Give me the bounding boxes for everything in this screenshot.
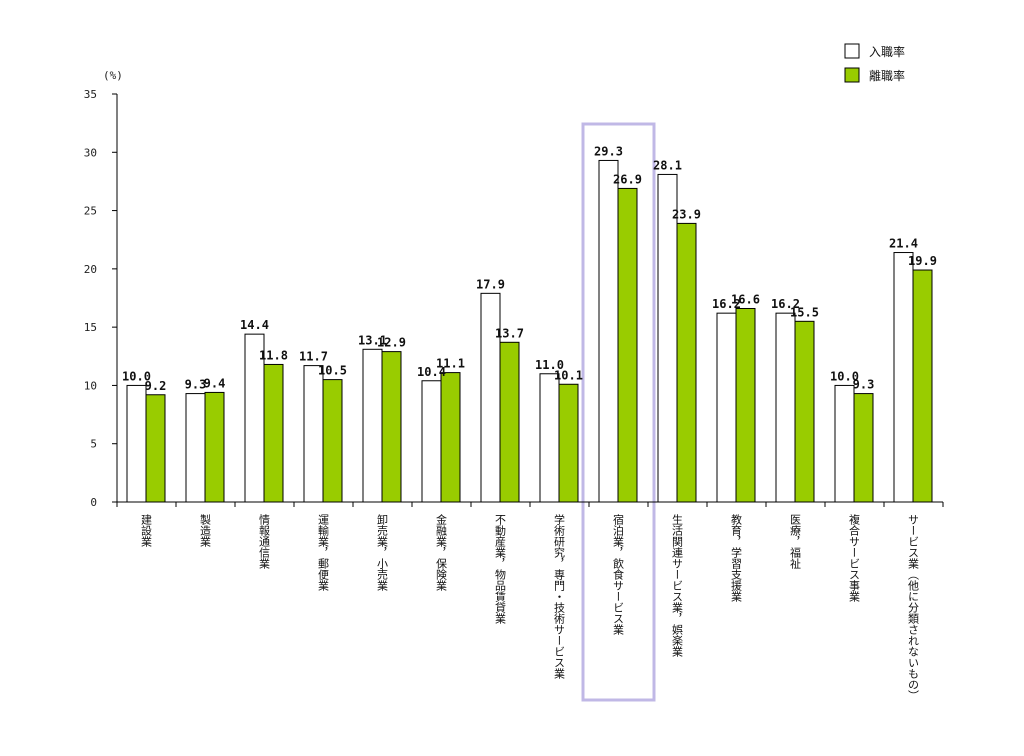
data-label-separation-rate: 13.7 xyxy=(495,326,524,340)
category-label: サービス業（他に分類されないもの） xyxy=(907,514,920,701)
bar-separation-rate xyxy=(145,394,166,503)
bar-separation-rate xyxy=(499,341,520,503)
category-label: 宿泊業，飲食サービス業 xyxy=(612,513,625,635)
bar-hiring-rate xyxy=(716,312,737,503)
data-label-hiring-rate: 11.7 xyxy=(299,350,328,364)
category-label: 運輸業，郵便業 xyxy=(317,514,330,591)
bar-hiring-rate xyxy=(539,373,560,503)
data-label-hiring-rate: 28.1 xyxy=(653,158,682,172)
bar-hiring-rate xyxy=(775,312,796,503)
category-label: 卸売業，小売業 xyxy=(376,513,389,591)
data-label-hiring-rate: 29.3 xyxy=(594,144,623,158)
data-label-separation-rate: 23.9 xyxy=(672,207,701,221)
data-label-hiring-rate: 10.0 xyxy=(122,369,151,383)
legend-swatch xyxy=(844,67,860,83)
data-label-hiring-rate: 9.3 xyxy=(185,378,207,392)
category-label: 建設業 xyxy=(140,513,153,547)
bar-separation-rate xyxy=(617,187,638,503)
y-tick-label: 20 xyxy=(84,263,97,276)
legend-label: 入職率 xyxy=(869,44,905,59)
y-tick-label: 25 xyxy=(84,205,97,218)
category-label: 金融業，保険業 xyxy=(435,513,448,591)
data-label-separation-rate: 16.6 xyxy=(731,292,760,306)
bar-hiring-rate xyxy=(657,173,678,503)
y-tick-label: 5 xyxy=(90,438,97,451)
legend-label: 離職率 xyxy=(869,68,905,83)
category-label: 教育，学習支援業 xyxy=(730,514,743,602)
bar-hiring-rate xyxy=(185,393,206,503)
bar-hiring-rate xyxy=(893,252,914,503)
data-label-separation-rate: 9.2 xyxy=(145,379,167,393)
bar-separation-rate xyxy=(676,222,697,503)
data-label-hiring-rate: 13.1 xyxy=(358,333,387,347)
data-label-hiring-rate: 10.0 xyxy=(830,369,859,383)
category-label: 製造業 xyxy=(199,513,212,547)
data-label-hiring-rate: 16.2 xyxy=(771,297,800,311)
bar-separation-rate xyxy=(912,269,933,503)
data-label-separation-rate: 26.9 xyxy=(613,172,642,186)
highlight-box xyxy=(581,122,656,702)
bar-separation-rate xyxy=(322,379,343,503)
y-axis-unit-label: (%) xyxy=(103,69,123,82)
bar-hiring-rate xyxy=(421,380,442,503)
y-tick-label: 30 xyxy=(84,146,97,159)
data-label-hiring-rate: 10.4 xyxy=(417,365,446,379)
category-label: 学術研究，専門・技術サービス業 xyxy=(553,513,566,679)
bar-hiring-rate xyxy=(834,384,855,503)
bars xyxy=(126,159,933,503)
data-label-separation-rate: 10.5 xyxy=(318,364,347,378)
category-label: 生活関連サービス業，娯楽業 xyxy=(671,513,684,657)
category-label: 情報通信業 xyxy=(258,514,271,569)
bar-hiring-rate xyxy=(480,292,501,503)
data-label-separation-rate: 9.4 xyxy=(204,376,226,390)
y-tick-label: 0 xyxy=(90,496,97,509)
y-tick-label: 15 xyxy=(84,321,97,334)
bar-separation-rate xyxy=(558,383,579,503)
data-label-separation-rate: 11.8 xyxy=(259,348,288,362)
data-label-separation-rate: 12.9 xyxy=(377,336,406,350)
bar-separation-rate xyxy=(204,391,225,503)
bar-separation-rate xyxy=(735,307,756,503)
bar-hiring-rate xyxy=(126,384,147,503)
data-label-separation-rate: 19.9 xyxy=(908,254,937,268)
data-label-hiring-rate: 14.4 xyxy=(240,318,269,332)
category-labels: 建設業 製造業 情報通信業 運輸業，郵便業 卸売業，小売業 金融業，保険業 不動産業，物品賃… xyxy=(140,513,920,701)
bar-hiring-rate xyxy=(598,159,619,503)
bar-separation-rate xyxy=(794,320,815,503)
bar-hiring-rate xyxy=(303,365,324,503)
data-label-hiring-rate: 11.0 xyxy=(535,358,564,372)
data-label-hiring-rate: 16.2 xyxy=(712,297,741,311)
data-label-separation-rate: 15.5 xyxy=(790,305,819,319)
y-tick-label: 10 xyxy=(84,379,97,392)
category-label: 複合サービス事業 xyxy=(848,513,861,602)
data-label-separation-rate: 9.3 xyxy=(853,378,875,392)
bar-separation-rate xyxy=(263,363,284,503)
bar-hiring-rate xyxy=(362,348,383,503)
y-tick-label: 35 xyxy=(84,88,97,101)
bar-separation-rate xyxy=(440,372,461,503)
legend-swatch xyxy=(844,43,860,59)
data-label-separation-rate: 11.1 xyxy=(436,357,465,371)
data-label-separation-rate: 10.1 xyxy=(554,368,583,382)
data-label-hiring-rate: 21.4 xyxy=(889,237,918,251)
value-labels: 10.09.2 9.39.414.411.8 11.710.513.112.910.… xyxy=(122,144,937,392)
category-label: 医療，福祉 xyxy=(789,514,802,570)
data-label-hiring-rate: 17.9 xyxy=(476,277,505,291)
category-label: 不動産業，物品賃貸業 xyxy=(494,514,507,624)
bar-separation-rate xyxy=(853,393,874,503)
bar-separation-rate xyxy=(381,351,402,503)
